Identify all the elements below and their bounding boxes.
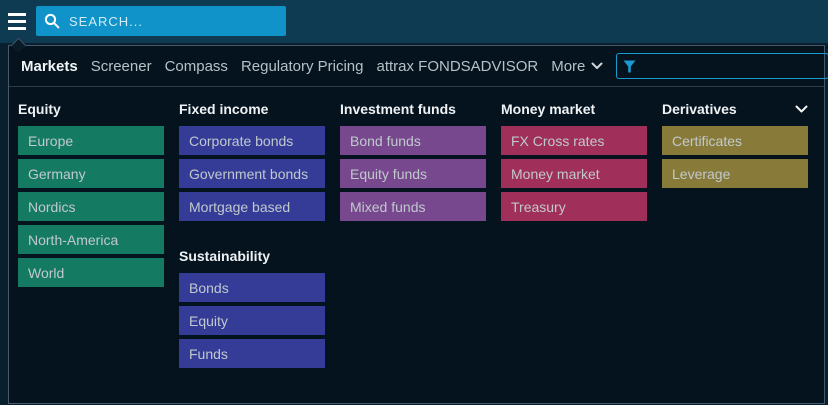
menu-item-corporate-bonds[interactable]: Corporate bonds bbox=[179, 126, 325, 155]
menu-item-money-market[interactable]: Money market bbox=[501, 159, 647, 188]
global-search-box[interactable] bbox=[36, 6, 286, 36]
menu-item-certificates[interactable]: Certificates bbox=[662, 126, 808, 155]
hamburger-icon bbox=[8, 13, 26, 16]
menu-item-world[interactable]: World bbox=[18, 258, 164, 287]
column-header-money-market: Money market bbox=[501, 101, 596, 117]
menu-item-sustainability-equity[interactable]: Equity bbox=[179, 306, 325, 335]
column-header-fixed-income: Fixed income bbox=[179, 101, 269, 117]
funnel-icon bbox=[623, 60, 636, 72]
menu-item-sustainability-funds[interactable]: Funds bbox=[179, 339, 325, 368]
menu-item-europe[interactable]: Europe bbox=[18, 126, 164, 155]
column-header-investment-funds: Investment funds bbox=[340, 101, 456, 117]
search-icon bbox=[44, 13, 60, 29]
markets-mega-menu-panel: Markets Screener Compass Regulatory Pric… bbox=[8, 37, 828, 404]
menu-column-derivatives: Derivatives Certificates Leverage bbox=[662, 100, 808, 372]
menu-item-mortgage-based[interactable]: Mortgage based bbox=[179, 192, 325, 221]
menu-columns: Equity Europe Germany Nordics North-Amer… bbox=[9, 87, 824, 372]
tab-markets[interactable]: Markets bbox=[21, 57, 78, 75]
menu-item-government-bonds[interactable]: Government bonds bbox=[179, 159, 325, 188]
menu-item-equity-funds[interactable]: Equity funds bbox=[340, 159, 486, 188]
chevron-down-icon[interactable] bbox=[795, 105, 808, 114]
column-header-equity: Equity bbox=[18, 101, 61, 117]
tab-screener[interactable]: Screener bbox=[90, 57, 152, 75]
tab-attrax-fondsadvisor[interactable]: attrax FONDSADVISOR bbox=[376, 57, 539, 75]
column-header-derivatives: Derivatives bbox=[662, 100, 808, 118]
menu-column-investment-funds: Investment funds Bond funds Equity funds… bbox=[340, 100, 486, 372]
tab-more[interactable]: More bbox=[551, 58, 603, 75]
tab-regulatory-pricing[interactable]: Regulatory Pricing bbox=[240, 57, 364, 75]
menu-group-sustainability: Sustainability Bonds Equity Funds bbox=[179, 247, 325, 368]
menu-item-leverage[interactable]: Leverage bbox=[662, 159, 808, 188]
filter-input[interactable] bbox=[642, 57, 823, 75]
menu-item-north-america[interactable]: North-America bbox=[18, 225, 164, 254]
tab-more-label: More bbox=[551, 57, 586, 75]
menu-item-germany[interactable]: Germany bbox=[18, 159, 164, 188]
menu-item-sustainability-bonds[interactable]: Bonds bbox=[179, 273, 325, 302]
menu-column-money-market: Money market FX Cross rates Money market… bbox=[501, 100, 647, 372]
tab-compass[interactable]: Compass bbox=[164, 57, 228, 75]
menu-column-fixed-income: Fixed income Corporate bonds Government … bbox=[179, 100, 325, 372]
filter-box[interactable] bbox=[616, 53, 828, 79]
menu-item-bond-funds[interactable]: Bond funds bbox=[340, 126, 486, 155]
menu-item-mixed-funds[interactable]: Mixed funds bbox=[340, 192, 486, 221]
menu-item-treasury[interactable]: Treasury bbox=[501, 192, 647, 221]
menu-item-fx-cross-rates[interactable]: FX Cross rates bbox=[501, 126, 647, 155]
hamburger-menu-button[interactable] bbox=[8, 13, 26, 30]
menu-column-equity: Equity Europe Germany Nordics North-Amer… bbox=[18, 100, 164, 372]
top-header-bar bbox=[0, 0, 828, 43]
search-input[interactable] bbox=[67, 12, 278, 30]
menu-item-nordics[interactable]: Nordics bbox=[18, 192, 164, 221]
column-header-sustainability: Sustainability bbox=[179, 248, 271, 264]
menu-tab-bar: Markets Screener Compass Regulatory Pric… bbox=[9, 46, 828, 87]
chevron-down-icon bbox=[591, 62, 603, 69]
